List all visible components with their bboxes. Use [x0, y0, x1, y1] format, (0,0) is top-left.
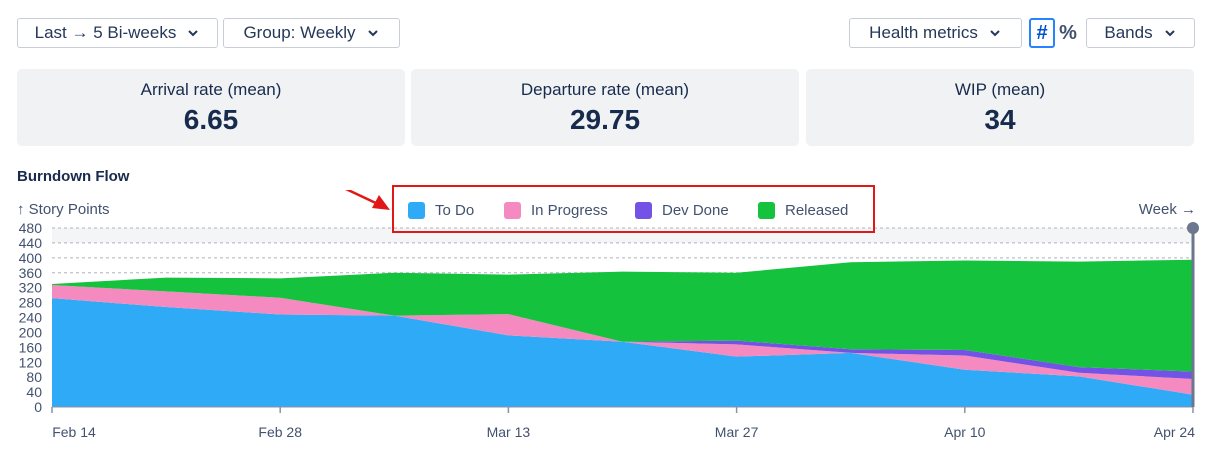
chevron-down-icon	[188, 30, 199, 37]
area-series-todo	[52, 298, 1193, 407]
departure-rate-card: Departure rate (mean) 29.75	[411, 69, 799, 146]
x-tick-label: Feb 14	[52, 424, 96, 440]
legend-annotation-box: To Do In Progress Dev Done Released	[392, 185, 875, 233]
x-tick-label: Feb 28	[258, 424, 302, 440]
percent-toggle[interactable]: %	[1059, 21, 1077, 44]
legend-label: To Do	[435, 202, 475, 219]
legend-label: Released	[785, 202, 849, 219]
bands-label: Bands	[1104, 23, 1153, 42]
area-series-released	[52, 259, 1193, 372]
x-tick-label: Apr 10	[944, 424, 985, 440]
x-tick-label: Mar 13	[487, 424, 531, 440]
annotation-arrow-head	[372, 195, 390, 210]
chevron-down-icon	[1164, 30, 1175, 37]
legend-label: In Progress	[531, 202, 608, 219]
y-tick-label: 80	[26, 369, 42, 385]
date-range-label: Last → 5 Bi-weeks	[34, 23, 177, 42]
health-metrics-label: Health metrics	[869, 23, 978, 42]
legend-item-in-progress[interactable]: In Progress	[504, 202, 608, 219]
y-tick-label: 320	[19, 280, 43, 296]
plot-top-band	[52, 228, 1193, 243]
y-tick-label: 280	[19, 295, 43, 311]
y-axis-label: ↑ Story Points	[17, 201, 110, 218]
current-week-marker-dot	[1187, 222, 1199, 234]
area-series-dev-done	[52, 285, 1193, 380]
y-tick-label: 440	[19, 235, 43, 251]
legend-swatch-released	[758, 202, 775, 219]
metric-label: Departure rate (mean)	[520, 80, 690, 99]
y-tick-label: 360	[19, 265, 43, 281]
chevron-down-icon	[367, 30, 378, 37]
legend-label: Dev Done	[662, 202, 729, 219]
y-tick-label: 120	[19, 354, 43, 370]
x-tick-label: Apr 24	[1154, 424, 1195, 440]
bands-dropdown[interactable]: Bands	[1086, 18, 1195, 48]
metric-label: WIP (mean)	[954, 80, 1046, 99]
y-tick-label: 480	[19, 220, 43, 236]
legend-item-todo[interactable]: To Do	[408, 202, 474, 219]
legend-item-dev-done[interactable]: Dev Done	[635, 202, 729, 219]
group-dropdown[interactable]: Group: Weekly	[223, 18, 400, 48]
y-tick-label: 0	[34, 399, 42, 415]
metric-label: Arrival rate (mean)	[140, 80, 282, 99]
legend-swatch-in-progress	[504, 202, 521, 219]
legend-swatch-dev-done	[635, 202, 652, 219]
legend-swatch-todo	[408, 202, 425, 219]
legend-item-released[interactable]: Released	[758, 202, 848, 219]
metric-value: 29.75	[569, 104, 641, 135]
y-tick-label: 400	[19, 250, 43, 266]
y-tick-label: 240	[19, 310, 43, 326]
metric-value: 34	[984, 104, 1016, 135]
chevron-down-icon	[990, 30, 1000, 37]
area-series-in-progress	[52, 285, 1193, 395]
x-axis-label: Week →	[1139, 201, 1196, 218]
y-tick-label: 40	[26, 384, 42, 400]
x-tick-label: Mar 27	[715, 424, 759, 440]
metric-value: 6.65	[183, 104, 239, 135]
y-tick-label: 160	[19, 339, 43, 355]
wip-card: WIP (mean) 34	[806, 69, 1194, 146]
date-range-dropdown[interactable]: Last → 5 Bi-weeks	[17, 18, 218, 48]
group-label: Group: Weekly	[243, 23, 356, 42]
arrival-rate-card: Arrival rate (mean) 6.65	[17, 69, 405, 146]
count-toggle[interactable]: #	[1029, 18, 1055, 48]
health-metrics-dropdown[interactable]: Health metrics	[849, 18, 1022, 48]
chart-title: Burndown Flow	[17, 168, 130, 185]
y-tick-label: 200	[19, 324, 43, 340]
annotation-arrow-line	[345, 190, 381, 207]
